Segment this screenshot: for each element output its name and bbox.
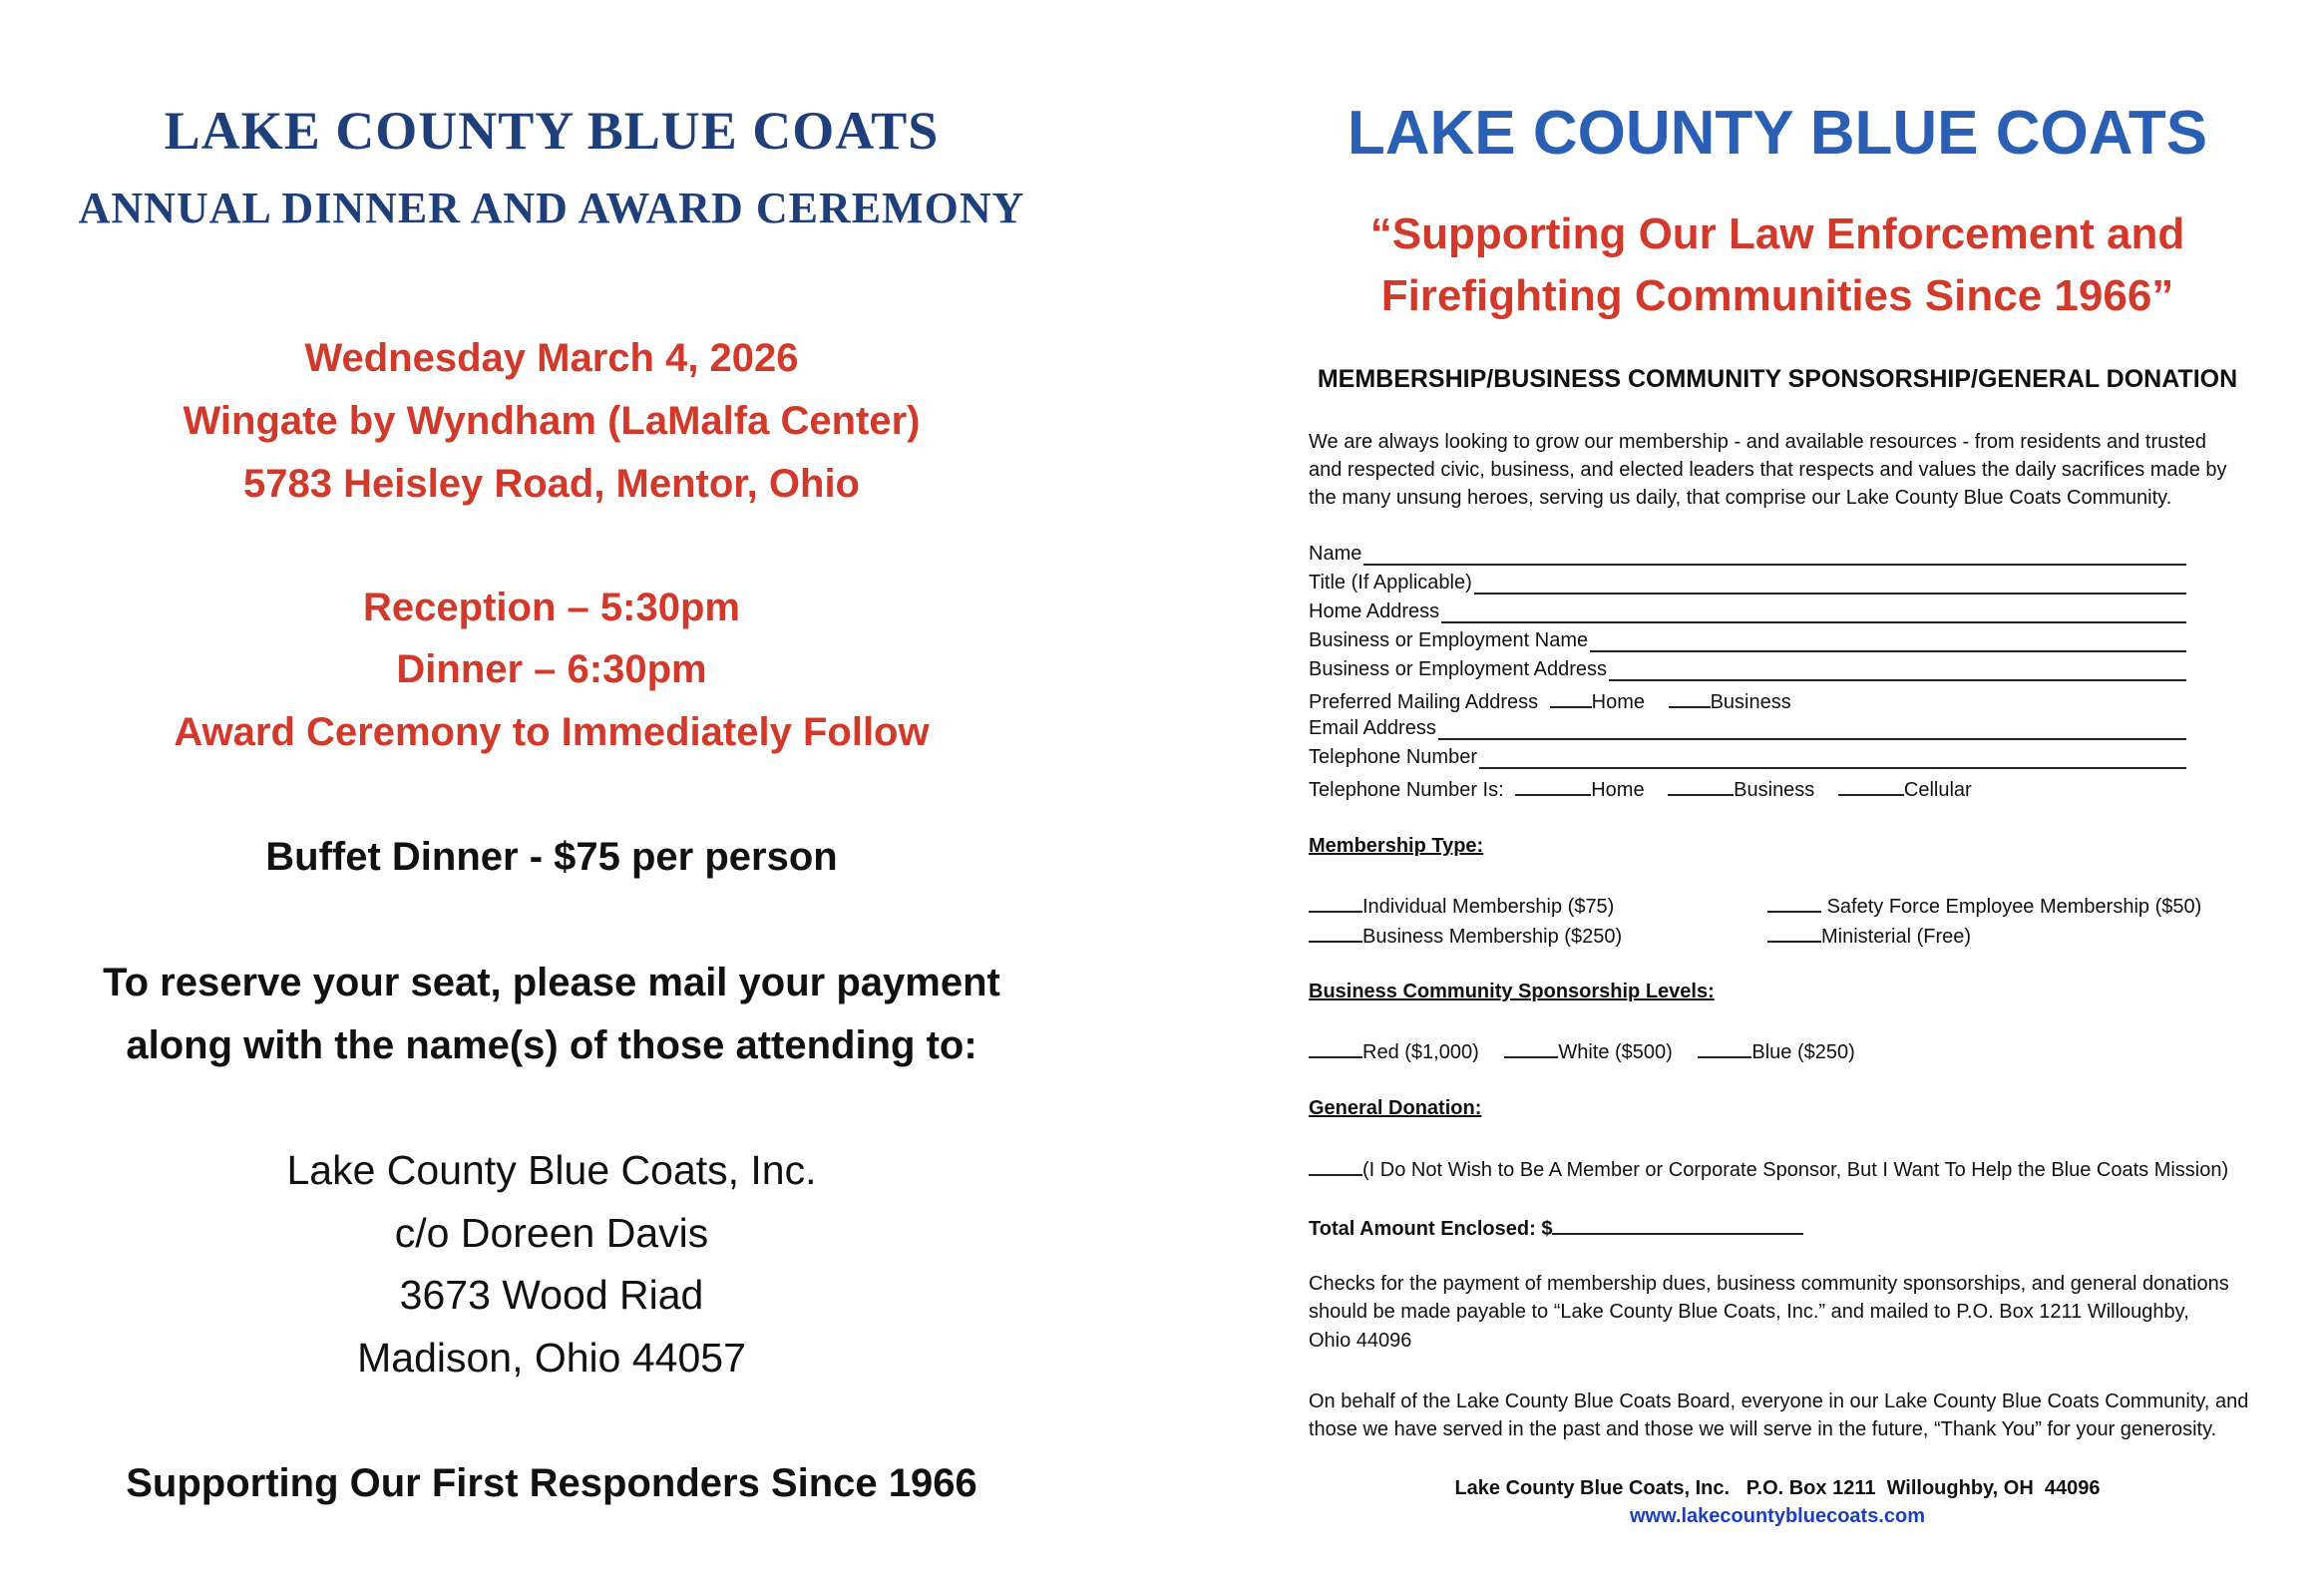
home-blank[interactable] xyxy=(1549,688,1592,708)
membership-option[interactable]: Individual Membership ($75) xyxy=(1309,893,1738,919)
field-line[interactable] xyxy=(1609,661,2186,681)
event-title: LAKE COUNTY BLUE COATS xyxy=(164,101,940,161)
blue-blank[interactable] xyxy=(1698,1038,1752,1058)
field-label: Name xyxy=(1309,543,1362,565)
form-heading: MEMBERSHIP/BUSINESS COMMUNITY SPONSORSHI… xyxy=(1317,365,2238,393)
home-blank[interactable] xyxy=(1515,776,1592,796)
option-label: Home xyxy=(1591,779,1645,801)
field-line[interactable] xyxy=(1437,720,2186,740)
title-field[interactable]: Title (If Applicable) xyxy=(1309,572,2186,595)
checks-line: Ohio 44096 xyxy=(1309,1330,1412,1352)
website-link[interactable]: www.lakecountybluecoats.com xyxy=(1629,1505,1925,1527)
blank[interactable] xyxy=(1767,893,1821,913)
checks-line: should be made payable to “Lake County B… xyxy=(1309,1301,2189,1323)
event-date: Wednesday March 4, 2026 xyxy=(304,336,799,380)
business-address-field[interactable]: Business or Employment Address xyxy=(1309,658,2186,681)
field-line[interactable] xyxy=(1363,546,2186,566)
name-field[interactable]: Name xyxy=(1309,543,2186,566)
option-label: Cellular xyxy=(1903,779,1972,801)
option-label: Business xyxy=(1710,691,1791,713)
venue-address: 5783 Heisley Road, Mentor, Ohio xyxy=(243,462,860,506)
footer-address: Lake County Blue Coats, Inc. P.O. Box 12… xyxy=(1454,1477,2101,1499)
mail-line: Lake County Blue Coats, Inc. xyxy=(286,1147,817,1193)
field-label: Email Address xyxy=(1309,717,1436,739)
email-field[interactable]: Email Address xyxy=(1309,717,2186,740)
reception-time: Reception – 5:30pm xyxy=(363,586,740,629)
checks-line: Checks for the payment of membership due… xyxy=(1309,1273,2229,1295)
field-label: Business or Employment Address xyxy=(1309,658,1608,680)
field-label: Telephone Number Is: xyxy=(1309,779,1504,801)
mail-line: c/o Doreen Davis xyxy=(394,1210,709,1256)
award-note: Award Ceremony to Immediately Follow xyxy=(174,710,930,754)
phone-field[interactable]: Telephone Number xyxy=(1309,746,2186,769)
website-wrap: www.lakecountybluecoats.com xyxy=(1259,1505,2296,1528)
event-venue: Wingate by Wyndham (LaMalfa Center) xyxy=(183,399,921,443)
membership-heading: Membership Type: xyxy=(1309,835,1484,857)
mail-line: 3673 Wood Riad xyxy=(399,1272,704,1318)
form-title: LAKE COUNTY BLUE COATS xyxy=(1347,99,2208,168)
blank[interactable] xyxy=(1309,923,1362,943)
red-blank[interactable] xyxy=(1309,1038,1362,1058)
white-blank[interactable] xyxy=(1504,1038,1559,1058)
membership-option[interactable]: Safety Force Employee Membership ($50) xyxy=(1767,893,2266,919)
field-line[interactable] xyxy=(1473,575,2186,595)
home-address-field[interactable]: Home Address xyxy=(1309,600,2186,623)
business-blank[interactable] xyxy=(1668,688,1711,708)
blank[interactable] xyxy=(1309,893,1362,913)
total-blank[interactable] xyxy=(1552,1215,1804,1235)
thanks-line: On behalf of the Lake County Blue Coats … xyxy=(1309,1390,2249,1412)
thanks-line: those we have served in the past and tho… xyxy=(1309,1418,2217,1440)
reserve-instructions-2: along with the name(s) of those attendin… xyxy=(126,1023,977,1067)
blank[interactable] xyxy=(1767,923,1821,943)
business-name-field[interactable]: Business or Employment Name xyxy=(1309,629,2186,652)
mailing-preference: Preferred Mailing Address Home Business xyxy=(1309,688,2256,714)
field-label: Business or Employment Name xyxy=(1309,629,1589,651)
field-label: Title (If Applicable) xyxy=(1309,572,1472,594)
field-label: Telephone Number xyxy=(1309,746,1477,768)
field-label: Preferred Mailing Address xyxy=(1309,691,1539,713)
reserve-instructions-1: To reserve your seat, please mail your p… xyxy=(103,961,1000,1004)
tagline-2: Firefighting Communities Since 1966” xyxy=(1380,271,2174,320)
dinner-price: Buffet Dinner - $75 per person xyxy=(265,835,838,879)
dinner-time: Dinner – 6:30pm xyxy=(396,647,707,691)
sponsorship-heading: Business Community Sponsorship Levels: xyxy=(1309,981,1715,1002)
membership-option[interactable]: Business Membership ($250) xyxy=(1309,923,1738,949)
left-footer: Supporting Our First Responders Since 19… xyxy=(126,1461,977,1505)
phone-type: Telephone Number Is: Home Business Cellu… xyxy=(1309,776,2256,802)
event-subtitle: ANNUAL DINNER AND AWARD CEREMONY xyxy=(78,184,1025,232)
intro-line: and respected civic, business, and elect… xyxy=(1309,459,2227,481)
donation-heading: General Donation: xyxy=(1309,1097,1482,1119)
membership-option[interactable]: Ministerial (Free) xyxy=(1767,923,2266,949)
field-line[interactable] xyxy=(1590,632,2186,652)
field-line[interactable] xyxy=(1441,603,2186,623)
cellular-blank[interactable] xyxy=(1837,776,1904,796)
option-label: Business xyxy=(1734,779,1815,801)
tagline-1: “Supporting Our Law Enforcement and xyxy=(1369,209,2185,258)
field-label: Home Address xyxy=(1309,600,1440,622)
option-label: Home xyxy=(1591,691,1646,713)
field-line[interactable] xyxy=(1479,749,2186,769)
donation-option[interactable]: (I Do Not Wish to Be A Member or Corpora… xyxy=(1309,1156,2256,1182)
intro-line: We are always looking to grow our member… xyxy=(1309,431,2207,453)
mail-line: Madison, Ohio 44057 xyxy=(357,1335,746,1381)
blank[interactable] xyxy=(1309,1156,1362,1176)
intro-line: the many unsung heroes, serving us daily… xyxy=(1309,487,2172,509)
business-blank[interactable] xyxy=(1668,776,1735,796)
sponsorship-options: Red ($1,000) White ($500) Blue ($250) xyxy=(1309,1038,2256,1064)
total-amount[interactable]: Total Amount Enclosed: $ xyxy=(1309,1215,2256,1241)
